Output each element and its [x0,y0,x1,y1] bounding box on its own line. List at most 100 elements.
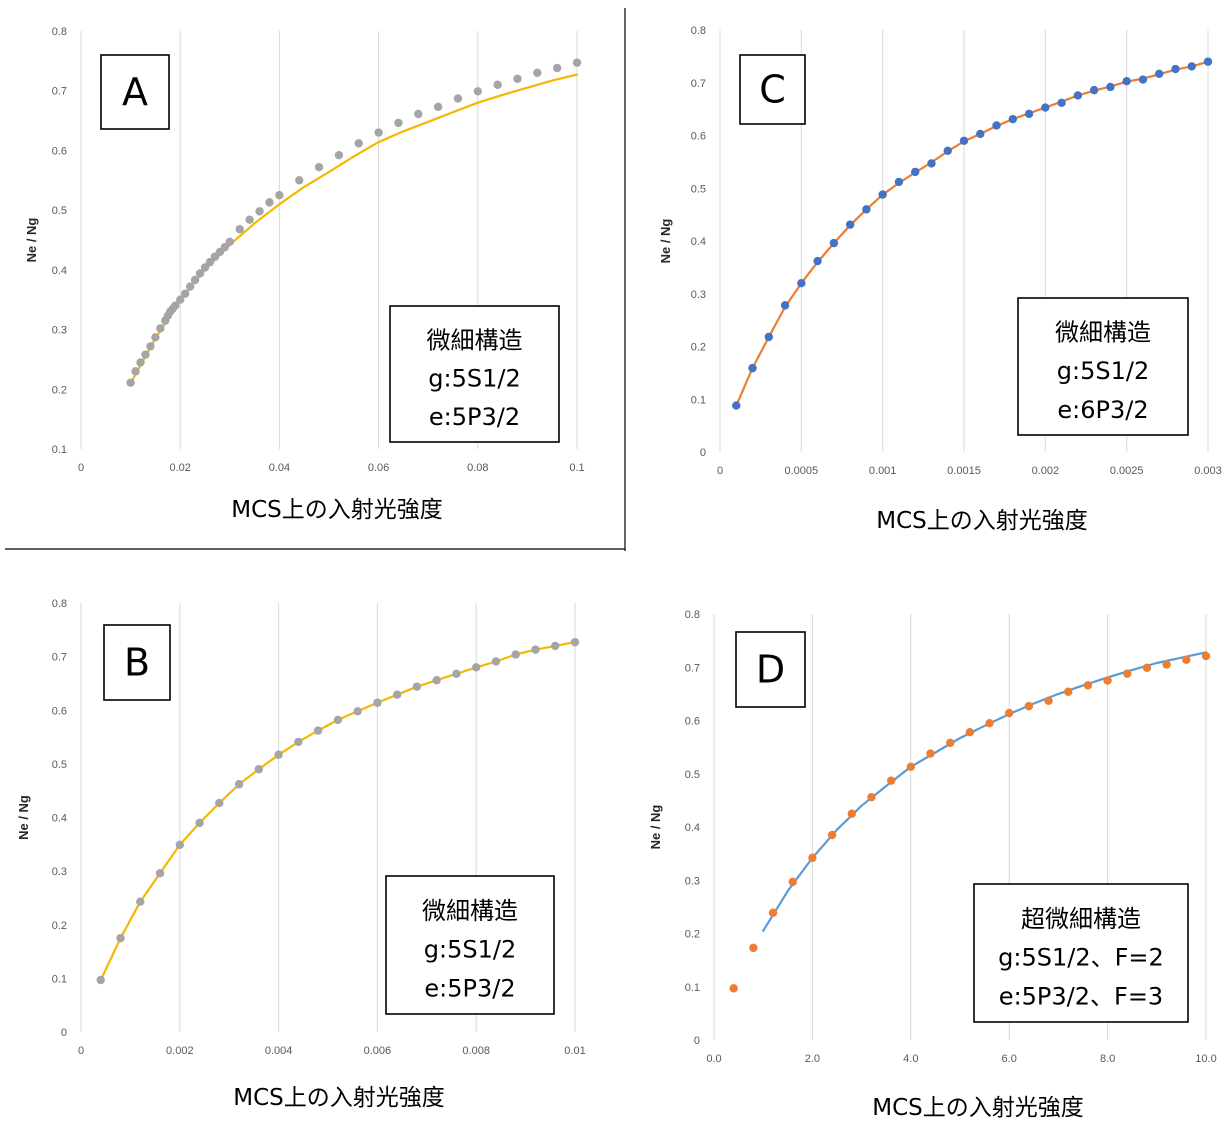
x-tick-label: 0.0025 [1110,465,1144,477]
data-point [1138,75,1148,84]
data-point [813,256,822,266]
info-box [389,305,560,443]
data-point [234,780,244,789]
series-line [762,651,1208,932]
x-axis-label: MCS上の入射光強度 [231,497,443,523]
data-point [572,58,582,67]
data-point [265,198,274,207]
info-box [1017,297,1189,436]
data-point [394,118,403,128]
data-point [768,908,778,917]
x-tick-label: 0.01 [564,1045,585,1057]
data-point [764,332,773,342]
data-point [353,707,362,716]
charts-layer: 0 0.02 0.04 0.06 0.08 0.10.10.20.30.40.50.60.… [16,25,1222,1121]
data-point [1103,676,1112,685]
y-tick-label: 0 [700,447,706,459]
data-point [797,279,806,288]
y-tick-label: 0.1 [691,394,706,406]
data-point [513,74,522,83]
data-point [354,139,363,148]
y-tick-label: 0.8 [52,26,67,38]
x-tick-label: 0.0 [706,1053,721,1065]
y-tick-label: 0.8 [52,598,67,610]
y-tick-label: 0.6 [52,145,67,157]
panel-label-box [100,54,170,130]
y-tick-label: 0 [694,1035,700,1047]
x-tick-label: 0.06 [368,462,389,474]
y-tick-label: 0.7 [52,652,67,664]
data-point [200,263,210,272]
x-tick-label: 0.0005 [785,465,819,477]
x-tick-label: 0.002 [1032,465,1060,477]
data-point [959,136,969,145]
data-point [131,367,140,376]
y-tick-label: 0.1 [52,444,67,456]
data-point [225,237,234,246]
y-tick-label: 0.6 [685,716,700,728]
data-point [392,690,402,699]
y-tick-label: 0.4 [52,265,67,277]
data-point [334,151,344,160]
info-box-line: e:5P3/2 [424,975,515,1003]
y-tick-label: 0.5 [52,205,67,217]
y-tick-label: 0.3 [691,289,706,301]
data-point [146,342,155,351]
x-tick-label: 4.0 [903,1053,918,1065]
data-point [729,984,738,993]
data-point [1073,91,1083,100]
data-point [985,718,994,728]
info-box-line: 微細構造 [422,897,518,925]
data-point [1057,98,1066,107]
x-tick-label: 0.0015 [947,465,981,477]
data-point [156,324,165,333]
data-point [136,358,145,367]
data-point [473,87,482,96]
y-tick-label: 0.5 [691,183,706,195]
data-point [943,146,952,155]
data-point [748,363,757,373]
data-point [894,177,904,187]
data-point [333,715,343,725]
data-point [829,238,839,248]
x-tick-label: 0.008 [462,1045,490,1057]
y-tick-label: 0.7 [52,86,67,98]
data-point [126,378,135,387]
data-point [1089,85,1099,95]
y-tick-label: 0.8 [685,609,700,621]
data-point [1083,681,1093,690]
info-box-line: g:5S1/2 [428,365,520,393]
info-box-line: e:6P3/2 [1057,396,1148,424]
data-point [1122,76,1131,86]
data-point [531,645,540,654]
data-point [1203,57,1213,66]
data-point [141,350,150,359]
y-tick-label: 0.4 [685,822,700,834]
data-point [116,933,125,943]
data-point [992,121,1001,130]
data-point [190,275,200,285]
data-point [827,830,837,840]
y-tick-label: 0.7 [691,78,706,90]
x-tick-label: 0.08 [467,462,488,474]
info-box-line: 微細構造 [1055,319,1151,347]
info-box-line: g:5S1/2、F=2 [998,944,1164,972]
data-point [176,295,185,304]
data-point [1162,660,1171,669]
info-box-line: e:5P3/2 [429,403,520,431]
panel-label: D [756,648,785,692]
data-point [511,650,520,659]
data-point [472,663,481,672]
data-point [1024,701,1034,711]
data-point [453,94,463,103]
data-point [274,750,283,759]
data-point [294,737,303,747]
panel-label: B [124,641,150,685]
data-point [878,190,887,199]
data-point [1123,669,1132,678]
y-tick-label: 0.1 [685,982,700,994]
data-point [373,698,382,707]
data-point [491,657,501,666]
data-point [945,738,955,748]
data-point [185,282,195,291]
